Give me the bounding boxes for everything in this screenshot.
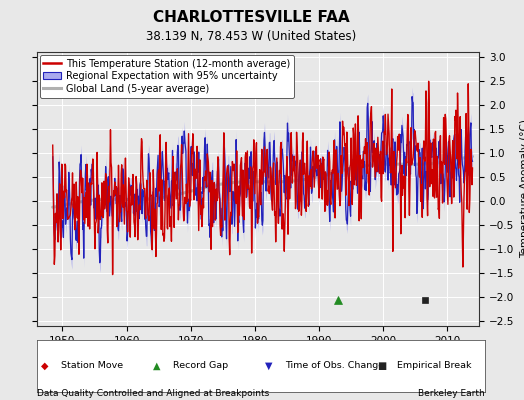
Text: ▼: ▼ [265,361,272,371]
Text: Record Gap: Record Gap [173,362,228,370]
Text: 38.139 N, 78.453 W (United States): 38.139 N, 78.453 W (United States) [146,30,357,43]
Text: Berkeley Earth: Berkeley Earth [418,389,485,398]
Text: ◆: ◆ [41,361,49,371]
Y-axis label: Temperature Anomaly (°C): Temperature Anomaly (°C) [520,120,524,258]
Text: Empirical Break: Empirical Break [397,362,472,370]
Text: Station Move: Station Move [61,362,124,370]
Legend: This Temperature Station (12-month average), Regional Expectation with 95% uncer: This Temperature Station (12-month avera… [40,55,294,98]
Text: CHARLOTTESVILLE FAA: CHARLOTTESVILLE FAA [153,10,350,25]
Text: ■: ■ [377,361,386,371]
Text: Time of Obs. Change: Time of Obs. Change [286,362,385,370]
Text: ▲: ▲ [153,361,161,371]
Text: Data Quality Controlled and Aligned at Breakpoints: Data Quality Controlled and Aligned at B… [37,389,269,398]
